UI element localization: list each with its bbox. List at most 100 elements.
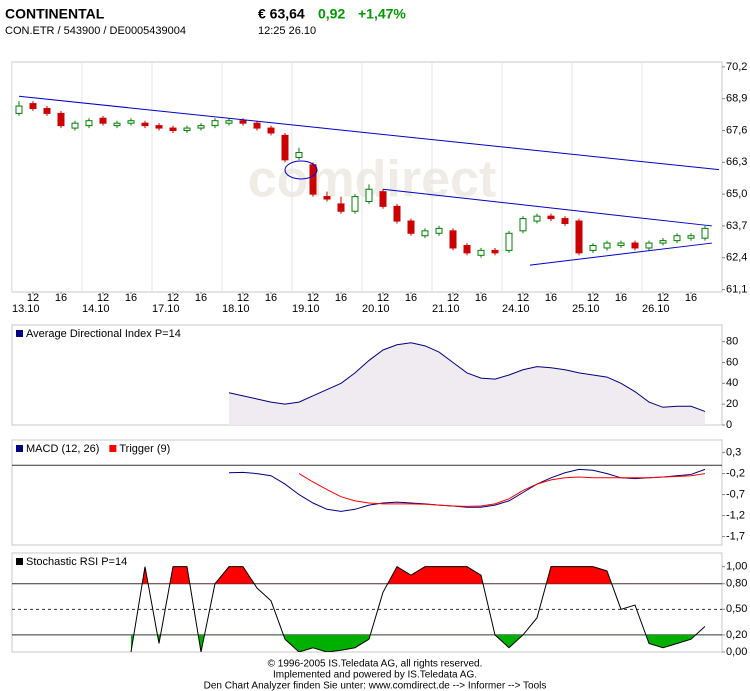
y-tick-label: 63,7 [726,220,747,232]
candle-body [701,227,709,239]
candle-body [85,120,93,127]
series-line [228,342,706,412]
x-tick-label: 12 [97,292,109,304]
candle-body [43,107,51,114]
threshold-fill [131,566,705,584]
y-tick-label: 0,80 [726,578,747,590]
x-tick-label: 12 [447,292,459,304]
y-tick-label: 65,0 [726,188,747,200]
x-tick-label: 12 [587,292,599,304]
legend-marker [16,445,23,452]
y-tick-label: 40 [726,377,738,389]
candle-body [519,218,527,232]
y-tick-label: 1,00 [726,561,747,573]
x-tick-label: 12 [167,292,179,304]
candle-body [421,230,429,237]
y-tick-label: 0,50 [726,603,747,615]
x-date-label: 26.10 [642,303,670,315]
y-tick-label: 0,00 [726,646,747,658]
trendline [18,95,720,171]
stock-name: CONTINENTAL [5,6,105,22]
x-tick-label: 12 [377,292,389,304]
legend-marker [109,445,117,452]
candle-body [561,218,569,224]
candle-body [29,103,37,109]
candle-body [169,127,177,132]
stock-price: € 63,64 [258,6,305,22]
stock-change-pct: +1,47% [358,6,406,22]
panel-title: Average Directional Index P=14 [26,328,181,340]
candle-body [309,164,317,195]
candle-body [617,242,625,247]
overlay [12,62,720,292]
y-tick-label: 80 [726,336,738,348]
candle-body [211,120,219,127]
candle-body [281,134,289,161]
panel-plot [12,62,720,292]
x-tick-label: 16 [615,292,627,304]
candle-body [197,125,205,129]
candle-body [533,215,541,222]
panel-plot [12,565,722,652]
candle-body [547,215,555,220]
candle-body [365,188,373,202]
area [229,342,705,425]
x-tick-label: 16 [265,292,277,304]
x-tick-label: 16 [55,292,67,304]
candle-body [463,245,471,254]
y-tick-label: 61,1 [726,283,747,295]
panel-frame [11,439,723,546]
y-tick-label: 67,6 [726,124,747,136]
candle-body [295,152,303,158]
candle-body [183,127,191,132]
y-tick-label: 20 [726,398,738,410]
y-tick-label: 70,2 [726,61,747,73]
footer-line: Den Chart Analyzer finden Sie unter: www… [204,681,547,691]
legend-label: MACD (12, 26) [26,443,99,455]
candle-body [15,105,23,114]
x-tick-label: 12 [517,292,529,304]
x-tick-label: 16 [195,292,207,304]
panel-plot [228,342,706,425]
candle-body [687,235,695,239]
candle-body [575,220,583,254]
candle-body [673,235,681,242]
x-date-label: 18.10 [222,303,250,315]
y-tick-label: -1,2 [726,510,745,522]
x-tick-label: 16 [405,292,417,304]
legend-label: Trigger (9) [119,443,170,455]
y-tick-label: -0,2 [726,468,745,480]
candle-body [477,249,485,256]
x-tick-label: 12 [657,292,669,304]
x-tick-label: 12 [307,292,319,304]
y-tick-label: 0 [726,419,732,431]
footer-line: Implemented and powered by IS.Teledata A… [273,670,477,681]
y-tick-label: -0,7 [726,489,745,501]
x-date-label: 13.10 [12,303,40,315]
footer-line: © 1996-2005 IS.Teledata AG, all rights r… [268,659,483,670]
trendline [529,242,713,266]
candle-body [267,127,275,134]
y-tick-label: 66,3 [726,156,747,168]
x-tick-label: 16 [335,292,347,304]
y-tick-label: -1,7 [726,531,745,543]
stock-change: 0,92 [318,6,345,22]
x-date-label: 17.10 [152,303,180,315]
x-tick-label: 16 [475,292,487,304]
title-marker [16,330,23,337]
x-tick-label: 12 [27,292,39,304]
candle-body [323,196,331,200]
candle-body [505,232,513,251]
candle-body [239,120,247,124]
candle-body [351,196,359,212]
panel-plot [12,464,722,512]
title-marker [16,558,23,565]
candle-body [225,120,233,124]
candle-body [645,242,653,249]
x-tick-label: 16 [545,292,557,304]
y-tick-label: 0,20 [726,629,747,641]
panel-frame [11,61,723,293]
candle-body [155,125,163,129]
candle-body [393,205,401,222]
